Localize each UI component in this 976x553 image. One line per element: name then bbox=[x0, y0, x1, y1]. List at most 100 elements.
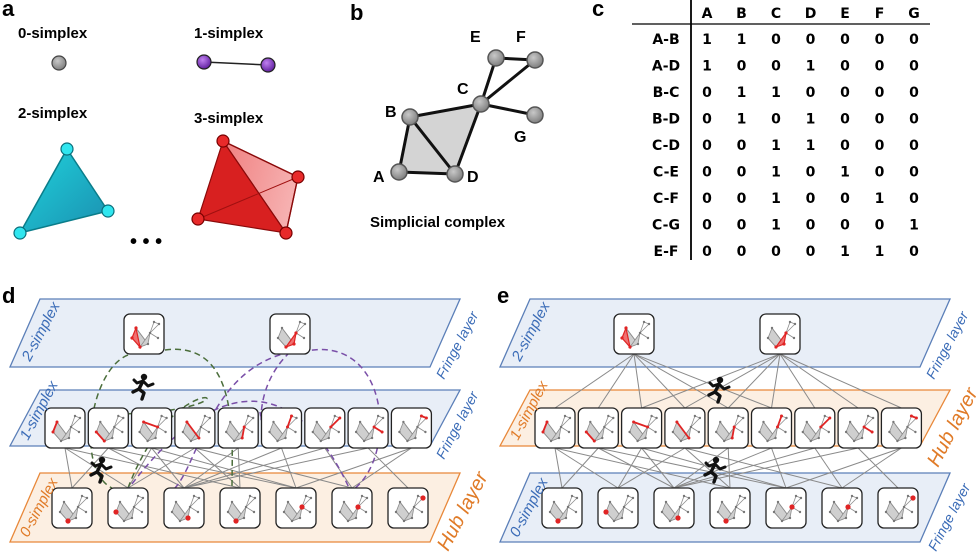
matrix-cell: 0 bbox=[806, 85, 816, 101]
three-simplex-tetrahedron bbox=[191, 134, 305, 240]
matrix-cell: 0 bbox=[771, 32, 781, 48]
e-edge-upper bbox=[779, 353, 902, 409]
matrix-col-header: C bbox=[771, 6, 781, 22]
d-mini-0-simplex bbox=[275, 487, 317, 529]
node-b bbox=[401, 108, 419, 126]
matrix-col-header: F bbox=[875, 6, 885, 22]
panel-e: e 2-simplex 1-simplex 0-simplex Fringe l… bbox=[497, 283, 976, 553]
node-label-f: F bbox=[516, 29, 526, 46]
e-mini-0-simplex bbox=[765, 487, 807, 529]
matrix-cell: 0 bbox=[840, 218, 850, 234]
matrix-col-header: G bbox=[908, 6, 920, 22]
matrix-cell: 0 bbox=[875, 112, 885, 128]
matrix-cell: 0 bbox=[737, 244, 747, 260]
d-edge-lower bbox=[108, 447, 297, 489]
e-edge-upper bbox=[771, 353, 781, 409]
matrix-cell: 1 bbox=[840, 244, 850, 260]
matrix-cell: 0 bbox=[875, 138, 885, 154]
complex-caption: Simplicial complex bbox=[370, 214, 506, 231]
matrix-row-header: C-G bbox=[652, 218, 680, 234]
e-mini-1-simplex bbox=[837, 407, 879, 449]
matrix-cell: 0 bbox=[840, 59, 850, 75]
d-walk-green-1 bbox=[90, 354, 129, 489]
d-edge-lower bbox=[367, 447, 409, 489]
matrix-cell: 0 bbox=[806, 191, 816, 207]
d-mini-1-simplex bbox=[174, 407, 216, 449]
matrix-col-header: E bbox=[840, 6, 850, 22]
matrix-cell: 0 bbox=[702, 191, 712, 207]
matrix-cell: 1 bbox=[771, 218, 781, 234]
e-mini-0-simplex bbox=[709, 487, 751, 529]
e-edge-lower bbox=[561, 447, 599, 489]
label-1-simplex: 1-simplex bbox=[194, 25, 264, 42]
matrix-cell: 0 bbox=[737, 59, 747, 75]
e-edge-upper bbox=[554, 353, 635, 409]
matrix-cell: 1 bbox=[702, 59, 712, 75]
e-edge-lower bbox=[673, 447, 859, 489]
matrix-cell: 1 bbox=[771, 165, 781, 181]
panel-c: c A B C D E F G A-B 1 1 0 0 0 0 0 A-D 1 0 0 1 0 0 0 B-C 0 1 1 0 0 0 0 B… bbox=[592, 0, 930, 260]
matrix-row-header: B-D bbox=[652, 112, 680, 128]
matrix-cell: 0 bbox=[702, 112, 712, 128]
e-mini-0-simplex bbox=[597, 487, 639, 529]
label-0-simplex: 0-simplex bbox=[18, 25, 88, 42]
d-edge-lower bbox=[351, 447, 412, 489]
matrix-cell: 0 bbox=[702, 218, 712, 234]
matrix-cell: 1 bbox=[806, 138, 816, 154]
node-c bbox=[472, 95, 490, 113]
matrix-cell: 0 bbox=[771, 112, 781, 128]
matrix-cell: 0 bbox=[909, 32, 919, 48]
matrix-cell: 0 bbox=[806, 244, 816, 260]
d-mini-1-simplex bbox=[347, 407, 389, 449]
e-mini-1-simplex bbox=[707, 407, 749, 449]
d-mini-0-simplex bbox=[331, 487, 373, 529]
node-label-b: B bbox=[385, 104, 397, 121]
d-edge-lower bbox=[64, 447, 129, 489]
matrix-cell: 1 bbox=[909, 218, 919, 234]
e-minis bbox=[534, 313, 923, 529]
panel-label-e: e bbox=[497, 283, 509, 308]
e-edge-upper bbox=[633, 353, 772, 409]
matrix-row-header: C-E bbox=[653, 165, 679, 181]
e-mini-0-simplex bbox=[821, 487, 863, 529]
matrix-cell: 0 bbox=[875, 218, 885, 234]
matrix-cell: 1 bbox=[737, 32, 747, 48]
d-walk-green-2 bbox=[164, 348, 233, 487]
e-edge-upper bbox=[684, 353, 781, 409]
e-edge-lower bbox=[554, 447, 619, 489]
d-walk-purple-2 bbox=[301, 348, 381, 493]
matrix-cell: 0 bbox=[737, 165, 747, 181]
matrix-cell: 0 bbox=[840, 191, 850, 207]
matrix-cell: 0 bbox=[771, 59, 781, 75]
e-mini-1-simplex bbox=[620, 407, 663, 449]
e-edge-upper bbox=[633, 353, 729, 409]
e-edge-lower bbox=[785, 447, 902, 489]
d-mini-1-simplex bbox=[390, 407, 433, 449]
matrix-cell: 1 bbox=[875, 191, 885, 207]
matrix-row-header: C-D bbox=[652, 138, 680, 154]
matrix-cell: 0 bbox=[737, 218, 747, 234]
matrix-cell: 1 bbox=[737, 85, 747, 101]
zero-simplex-node bbox=[51, 55, 67, 71]
d-edge-lower bbox=[183, 447, 282, 489]
e-edge-lower bbox=[841, 447, 902, 489]
d-edge-lower bbox=[281, 447, 297, 489]
e-edge-upper bbox=[779, 353, 859, 409]
matrix-cell: 0 bbox=[806, 32, 816, 48]
matrix-cell: 0 bbox=[909, 165, 919, 181]
matrix-cell: 0 bbox=[875, 165, 885, 181]
d-edge-lower bbox=[71, 447, 109, 489]
panel-label-c: c bbox=[592, 0, 604, 21]
matrix-cell: 0 bbox=[806, 218, 816, 234]
matrix-cell: 1 bbox=[875, 244, 885, 260]
e-edge-lower bbox=[673, 447, 729, 489]
e-edge-lower bbox=[554, 447, 731, 489]
d-walk-purple-4 bbox=[119, 400, 351, 501]
node-label-c: C bbox=[457, 81, 469, 98]
matrix-cell: 0 bbox=[702, 165, 712, 181]
node-label-e: E bbox=[470, 29, 481, 46]
d-mini-0-simplex bbox=[51, 487, 93, 529]
matrix-cell: 0 bbox=[737, 138, 747, 154]
matrix-cell: 0 bbox=[909, 138, 919, 154]
